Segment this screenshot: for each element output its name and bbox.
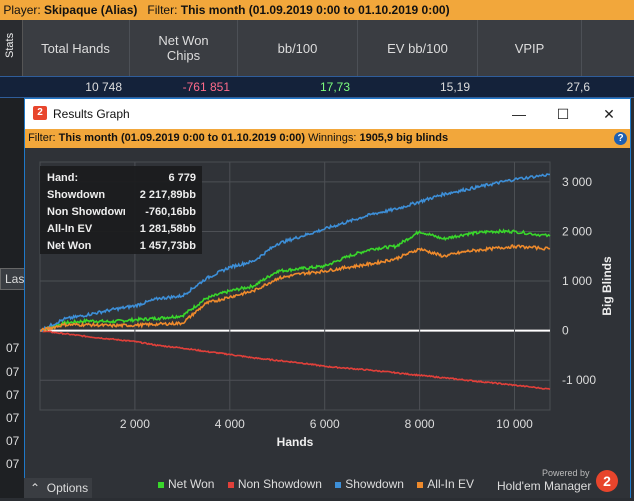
col-bb100[interactable]: bb/100 [238, 20, 358, 76]
tooltip-label: Net Won [47, 240, 92, 252]
tooltip-value: -760,16bb [145, 206, 196, 218]
maximize-button[interactable]: ☐ [556, 106, 570, 122]
legend-item-showdown[interactable]: Showdown [335, 477, 404, 491]
winnings-value: 1905,9 big blinds [359, 132, 449, 144]
value-total-hands: 10 748 [85, 80, 122, 94]
y-tick-label: 3 000 [562, 175, 592, 189]
col-net-won-chips-label: Net Won Chips [158, 33, 209, 63]
graph-filter-bar: Filter: This month (01.09.2019 0:00 to 0… [25, 129, 630, 148]
stats-tab-label: Stats [4, 32, 16, 58]
session-row[interactable]: 07 [6, 388, 20, 402]
series-line-non-showdown [40, 329, 551, 390]
y-tick-label: 0 [562, 324, 569, 338]
value-bb100: 17,73 [319, 80, 350, 94]
tooltip-value: 6 779 [168, 172, 196, 184]
y-axis-label: Big Blinds [600, 256, 614, 316]
stats-side-tab[interactable]: Stats [0, 20, 23, 76]
tooltip-label: Hand: [47, 172, 79, 184]
session-row[interactable]: 07 [6, 365, 20, 379]
window-title: Results Graph [53, 107, 130, 121]
value-net-won-chips: -761 851 [182, 80, 230, 94]
session-row[interactable]: 07 [6, 341, 20, 355]
help-icon[interactable]: ? [614, 132, 627, 145]
powered-by-label: Powered by [542, 468, 590, 478]
legend-item-all-in-ev[interactable]: All-In EV [417, 477, 474, 491]
stats-value-row[interactable] [0, 76, 634, 98]
legend-label: Net Won [168, 477, 215, 491]
y-tick-label: -1 000 [562, 373, 596, 387]
stats-header [0, 20, 634, 76]
x-tick-label: 10 000 [496, 417, 533, 431]
col-bb100-label: bb/100 [277, 40, 318, 56]
y-tick-label: 2 000 [562, 224, 592, 238]
minimize-button[interactable]: — [512, 106, 526, 122]
col-total-hands[interactable]: Total Hands [22, 20, 130, 76]
legend-swatch [158, 481, 164, 488]
brand-logo-icon: 2 [596, 470, 618, 492]
tooltip-value: 2 217,89bb [139, 189, 196, 201]
legend-label: All-In EV [427, 477, 474, 491]
x-tick-label: 2 000 [120, 417, 150, 431]
session-row[interactable]: 07 [6, 457, 20, 471]
legend-label: Showdown [345, 477, 404, 491]
player-value[interactable]: Skipaque (Alias) [44, 3, 138, 17]
tooltip-label: Showdown [47, 189, 106, 201]
winnings-label: Winnings: [308, 132, 357, 144]
options-label: Options [46, 481, 89, 495]
session-row[interactable]: 07 [6, 434, 20, 448]
legend-item-net-won[interactable]: Net Won [158, 477, 214, 491]
series-line-all-in-ev [39, 244, 551, 333]
legend-swatch [227, 481, 234, 488]
x-tick-label: 8 000 [405, 417, 435, 431]
value-vpip: 27,6 [566, 80, 590, 94]
graph-filter-value[interactable]: This month (01.09.2019 0:00 to 01.10.201… [58, 132, 306, 144]
x-tick-label: 6 000 [310, 417, 340, 431]
legend-label: Non Showdown [237, 477, 322, 491]
left-panel [0, 98, 24, 498]
value-ev-bb100: 15,19 [439, 80, 470, 94]
las-dropdown[interactable]: Las [0, 268, 26, 290]
chart-legend: Net Won Non Showdown Showdown All-In EV [158, 477, 484, 491]
legend-swatch [417, 481, 424, 488]
col-ev-bb100-label: EV bb/100 [387, 40, 448, 56]
col-ev-bb100[interactable]: EV bb/100 [358, 20, 478, 76]
filter-label: Filter: [147, 3, 178, 17]
tooltip-label: Non Showdown [47, 206, 125, 218]
series-line-net-won [39, 228, 551, 332]
top-filter-bar: Player: Skipaque (Alias) Filter: This mo… [0, 0, 634, 20]
x-tick-label: 4 000 [215, 417, 245, 431]
graph-filter-label: Filter: [28, 132, 56, 144]
options-button[interactable]: ⌃ Options [24, 478, 92, 498]
window-titlebar[interactable] [25, 99, 630, 129]
app-logo-icon: 2 [33, 106, 47, 120]
tooltip-value: 1 457,73bb [139, 240, 196, 252]
player-label: Player: [3, 3, 41, 17]
chevron-up-icon: ⌃ [30, 481, 41, 495]
filter-value[interactable]: This month (01.09.2019 0:00 to 01.10.201… [180, 3, 450, 17]
col-vpip-label: VPIP [514, 40, 545, 56]
series-line-showdown [39, 173, 550, 333]
y-tick-label: 1 000 [562, 274, 592, 288]
legend-swatch [335, 481, 342, 488]
legend-item-non-showdown[interactable]: Non Showdown [227, 477, 322, 491]
close-button[interactable]: ✕ [603, 106, 615, 122]
hover-tooltip [40, 166, 202, 254]
col-net-won-chips[interactable]: Net Won Chips [130, 20, 238, 76]
tooltip-label: All-In EV [47, 223, 93, 235]
x-axis-label: Hands [277, 435, 314, 449]
col-vpip[interactable]: VPIP [478, 20, 582, 76]
tooltip-value: 1 281,58bb [139, 223, 196, 235]
session-row[interactable]: 07 [6, 411, 20, 425]
col-total-hands-label: Total Hands [41, 40, 110, 56]
brand-name: Hold'em Manager [497, 479, 592, 493]
